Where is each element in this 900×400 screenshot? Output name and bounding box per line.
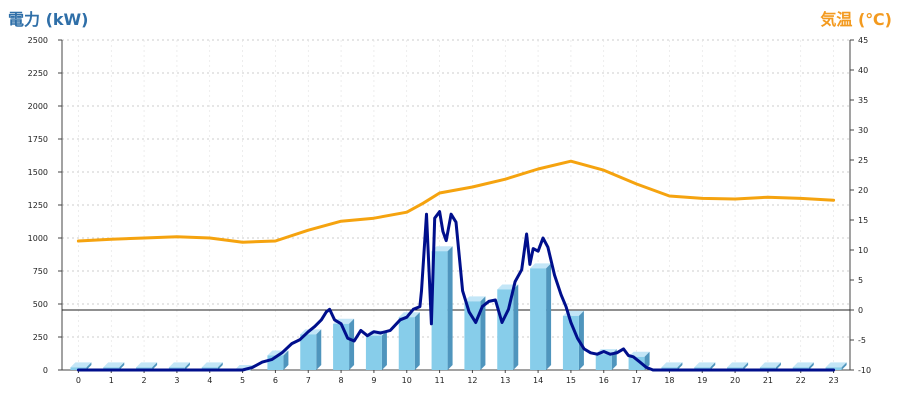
x-tick-label: 9 <box>371 376 376 385</box>
bar-side <box>447 246 453 370</box>
x-tick-label: 15 <box>566 376 576 385</box>
right-tick-label: 20 <box>858 186 868 195</box>
right-tick-label: 25 <box>858 156 868 165</box>
bar-side <box>546 263 552 370</box>
right-tick-label: 15 <box>858 216 868 225</box>
bar-top <box>464 296 486 302</box>
bar-side <box>283 350 289 370</box>
power-bar <box>628 356 645 370</box>
left-axis-title: 電力 (kW) <box>8 10 89 29</box>
power-bar <box>464 301 481 370</box>
power-bar <box>431 251 448 370</box>
power-bar <box>365 335 382 370</box>
bar-side <box>743 362 749 370</box>
left-tick-label: 2000 <box>28 102 48 111</box>
bar-top <box>431 246 453 252</box>
bar-side <box>316 329 322 370</box>
left-tick-label: 500 <box>33 300 48 309</box>
bar-side <box>677 362 683 370</box>
bar-side <box>710 362 716 370</box>
power-bar <box>300 334 317 370</box>
right-tick-label: 35 <box>858 96 868 105</box>
x-tick-label: 18 <box>664 376 674 385</box>
x-tick-label: 17 <box>631 376 641 385</box>
left-tick-label: 750 <box>33 267 48 276</box>
right-tick-label: -5 <box>858 336 866 345</box>
right-tick-label: 0 <box>858 306 863 315</box>
right-tick-label: -10 <box>858 366 871 375</box>
x-tick-label: 7 <box>306 376 311 385</box>
bar-top <box>70 362 92 368</box>
bar-top <box>530 263 552 269</box>
left-tick-label: 2500 <box>28 36 48 45</box>
bar-side <box>808 362 814 370</box>
bar-top <box>201 362 223 368</box>
left-tick-label: 1000 <box>28 234 48 243</box>
bar-side <box>184 362 190 370</box>
power-bar <box>595 354 612 370</box>
bar-top <box>103 362 125 368</box>
x-tick-label: 21 <box>763 376 773 385</box>
bar-side <box>841 362 847 370</box>
x-tick-label: 3 <box>174 376 179 385</box>
bar-top <box>168 362 190 368</box>
bar-side <box>480 296 486 370</box>
right-tick-label: 40 <box>858 66 868 75</box>
bar-side <box>578 310 584 370</box>
x-tick-label: 2 <box>142 376 147 385</box>
x-tick-label: 12 <box>467 376 477 385</box>
bar-top <box>759 362 781 368</box>
left-tick-label: 1750 <box>28 135 48 144</box>
left-tick-label: 250 <box>33 333 48 342</box>
bar-top <box>825 362 847 368</box>
x-tick-label: 22 <box>796 376 806 385</box>
power-bar <box>398 317 415 370</box>
bar-top <box>661 362 683 368</box>
bar-side <box>119 362 125 370</box>
bar-side <box>86 362 92 370</box>
x-tick-label: 8 <box>339 376 344 385</box>
x-tick-label: 19 <box>697 376 707 385</box>
bar-side <box>349 318 355 370</box>
bar-side <box>414 312 420 370</box>
bar-side <box>775 362 781 370</box>
bar-side <box>381 330 387 370</box>
bar-top <box>694 362 716 368</box>
x-tick-label: 23 <box>828 376 838 385</box>
bar-side <box>152 362 158 370</box>
x-tick-label: 6 <box>273 376 278 385</box>
left-tick-label: 1250 <box>28 201 48 210</box>
x-tick-label: 13 <box>500 376 510 385</box>
x-tick-label: 4 <box>207 376 212 385</box>
x-tick-label: 0 <box>76 376 81 385</box>
right-tick-label: 10 <box>858 246 868 255</box>
x-tick-label: 1 <box>109 376 114 385</box>
bar-side <box>513 284 519 370</box>
right-tick-label: 30 <box>858 126 868 135</box>
right-tick-label: 45 <box>858 36 868 45</box>
right-tick-label: 5 <box>858 276 863 285</box>
power-bar <box>530 268 547 370</box>
power-bar <box>333 323 350 370</box>
temperature-line <box>76 159 836 244</box>
bar-top <box>727 362 749 368</box>
x-tick-label: 11 <box>434 376 444 385</box>
x-tick-label: 10 <box>402 376 412 385</box>
x-tick-label: 14 <box>533 376 543 385</box>
bar-top <box>792 362 814 368</box>
x-tick-label: 20 <box>730 376 740 385</box>
bar-top <box>136 362 158 368</box>
x-tick-label: 16 <box>599 376 609 385</box>
left-tick-label: 1500 <box>28 168 48 177</box>
left-tick-label: 2250 <box>28 69 48 78</box>
x-tick-label: 5 <box>240 376 245 385</box>
power-demand-line <box>76 210 836 372</box>
left-tick-label: 0 <box>43 366 48 375</box>
right-axis-title: 気温 (℃) <box>820 10 892 29</box>
bar-side <box>217 362 223 370</box>
